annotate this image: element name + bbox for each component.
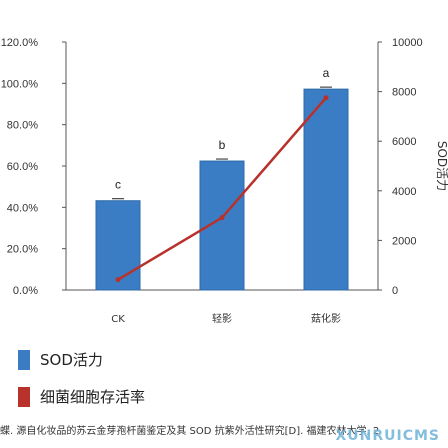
- chart: c b a 0.0% 20.0% 40.0% 60.0% 80.0% 100.0% 120.0%…: [1, 37, 448, 325]
- survival-point: [323, 95, 329, 101]
- right-axis-title: SOD活力: [435, 141, 448, 191]
- right-tick-label: 8000: [392, 87, 416, 99]
- left-tick-label: 100.0%: [1, 78, 39, 90]
- legend-item-sod: SOD活力: [18, 348, 318, 372]
- legend-label-sod: SOD活力: [40, 351, 103, 369]
- right-tick-label: 10000: [392, 37, 423, 49]
- legend-swatch-survival: [18, 387, 30, 407]
- citation-caption: 蝶. 源自化妆品的苏云金芽孢杆菌鉴定及其 SOD 抗紫外活性研究[D]. 福建农…: [0, 426, 380, 437]
- left-tick-label: 40.0%: [7, 202, 38, 214]
- survival-point: [115, 277, 121, 283]
- legend-label-survival: 细菌细胞存活率: [40, 388, 146, 406]
- significance-label: b: [219, 138, 226, 152]
- x-tick-label: CK: [111, 314, 125, 325]
- left-tick-label: 120.0%: [1, 37, 39, 49]
- left-tick-label: 0.0%: [13, 285, 38, 297]
- x-tick-label: 轻影: [212, 312, 232, 325]
- significance-label: c: [115, 178, 121, 192]
- watermark-logo: XUNRUICMS: [335, 428, 440, 444]
- left-tick-label: 80.0%: [7, 120, 38, 132]
- left-tick-label: 60.0%: [7, 161, 38, 173]
- x-tick-label: 菇化影: [311, 312, 341, 325]
- bar: [95, 200, 141, 291]
- right-tick-label: 6000: [392, 136, 416, 148]
- right-tick-label: 4000: [392, 186, 416, 198]
- right-tick-label: 2000: [392, 235, 416, 247]
- legend-item-survival: 细菌细胞存活率: [18, 385, 318, 409]
- bar: [303, 88, 349, 291]
- legend-swatch-sod: [18, 350, 30, 370]
- survival-point: [219, 215, 225, 221]
- significance-label: a: [323, 66, 330, 80]
- left-tick-label: 20.0%: [7, 244, 38, 256]
- right-tick-label: 0: [392, 285, 398, 297]
